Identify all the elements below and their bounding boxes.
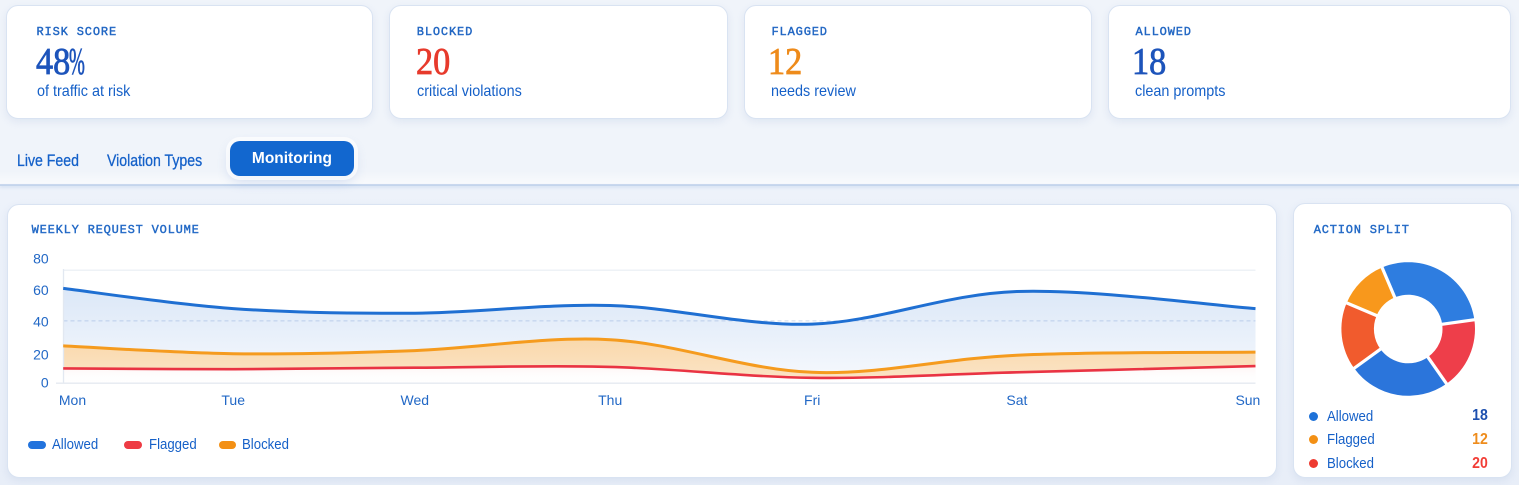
svg-text:Sun: Sun xyxy=(1235,392,1260,408)
svg-text:Sat: Sat xyxy=(1006,392,1027,408)
svg-text:Thu: Thu xyxy=(598,392,622,408)
svg-text:Tue: Tue xyxy=(221,392,245,408)
svg-text:Mon: Mon xyxy=(59,392,86,408)
svg-text:80: 80 xyxy=(33,250,49,266)
svg-text:60: 60 xyxy=(33,282,49,298)
svg-text:40: 40 xyxy=(33,313,49,329)
svg-text:Fri: Fri xyxy=(804,392,820,408)
svg-text:Wed: Wed xyxy=(400,392,429,408)
svg-text:20: 20 xyxy=(33,346,49,362)
svg-text:0: 0 xyxy=(41,374,49,390)
